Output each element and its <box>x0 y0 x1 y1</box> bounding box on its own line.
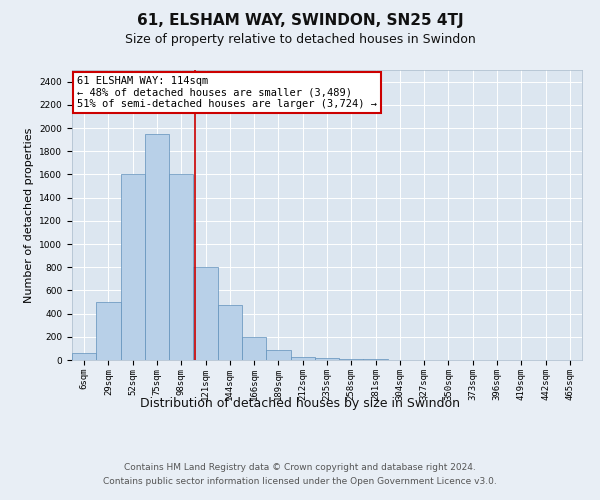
Bar <box>218 305 242 360</box>
Bar <box>242 337 266 360</box>
Bar <box>290 356 315 360</box>
Bar <box>72 353 96 360</box>
Bar <box>121 174 145 360</box>
Text: Distribution of detached houses by size in Swindon: Distribution of detached houses by size … <box>140 398 460 410</box>
Text: 61, ELSHAM WAY, SWINDON, SN25 4TJ: 61, ELSHAM WAY, SWINDON, SN25 4TJ <box>137 12 463 28</box>
Text: 61 ELSHAM WAY: 114sqm
← 48% of detached houses are smaller (3,489)
51% of semi-d: 61 ELSHAM WAY: 114sqm ← 48% of detached … <box>77 76 377 109</box>
Bar <box>169 174 193 360</box>
Bar <box>339 359 364 360</box>
Text: Contains public sector information licensed under the Open Government Licence v3: Contains public sector information licen… <box>103 478 497 486</box>
Y-axis label: Number of detached properties: Number of detached properties <box>24 128 34 302</box>
Bar <box>96 302 121 360</box>
Text: Contains HM Land Registry data © Crown copyright and database right 2024.: Contains HM Land Registry data © Crown c… <box>124 462 476 471</box>
Bar <box>315 358 339 360</box>
Bar <box>266 350 290 360</box>
Text: Size of property relative to detached houses in Swindon: Size of property relative to detached ho… <box>125 32 475 46</box>
Bar <box>193 267 218 360</box>
Bar <box>145 134 169 360</box>
